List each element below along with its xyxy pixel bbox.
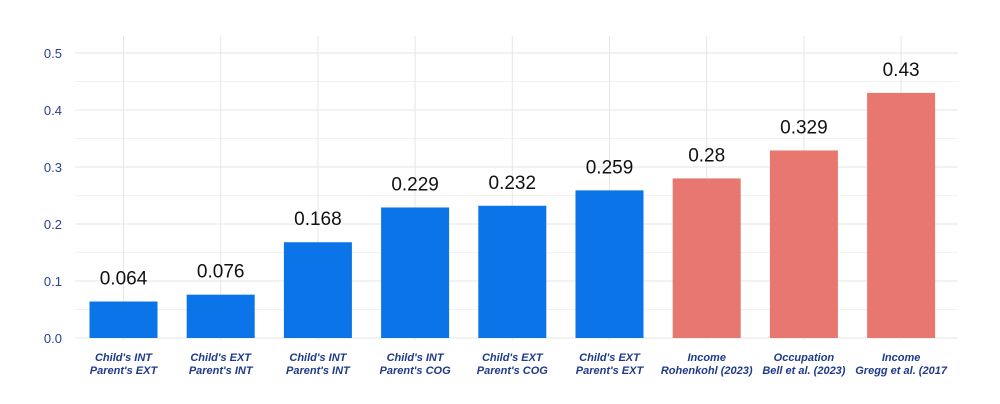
data-label: 0.229: [391, 174, 439, 195]
data-label: 0.232: [489, 173, 537, 194]
data-label: 0.168: [294, 209, 342, 230]
y-tick-label: 0.0: [44, 331, 62, 346]
bar: [769, 150, 838, 338]
data-label: 0.43: [883, 60, 920, 81]
bar: [381, 207, 450, 338]
data-label: 0.076: [197, 262, 245, 283]
data-label: 0.259: [586, 157, 634, 178]
data-label: 0.064: [100, 269, 148, 290]
bar: [672, 178, 741, 338]
x-tick-label: Occupation Bell et al. (2023): [762, 352, 845, 377]
bar: [89, 301, 158, 338]
y-tick-label: 0.2: [44, 217, 62, 232]
x-tick-label: Income Rohenkohl (2023): [661, 352, 753, 377]
y-tick-label: 0.4: [44, 103, 62, 118]
x-tick-label: Child's INT Parent's COG: [380, 352, 452, 377]
bar: [867, 92, 936, 339]
x-tick-label: Child's EXT Parent's EXT: [576, 352, 645, 377]
y-tick-label: 0.3: [44, 160, 62, 175]
data-labels: 0.064 0.076 0.168 0.229 0.232 0.259 0.28 0.329 0…: [100, 60, 920, 290]
y-tick-label: 0.5: [44, 46, 62, 61]
bar: [186, 294, 255, 338]
data-label: 0.329: [780, 117, 828, 138]
x-tick-label: Child's INT Parent's EXT: [90, 352, 159, 377]
x-tick-label: Income Gregg et al. (2017: [855, 352, 948, 377]
bar: [283, 242, 352, 338]
bars: [89, 92, 936, 339]
x-tick-label: Child's EXT Parent's COG: [477, 352, 549, 377]
data-label: 0.28: [688, 145, 725, 166]
x-axis-labels: Child's INT Parent's EXT Child's EXT Parent…: [90, 352, 948, 377]
bar: [575, 190, 644, 338]
x-tick-label: Child's INT Parent's INT: [286, 352, 351, 377]
y-axis-ticks: 0.0 0.1 0.2 0.3 0.4 0.5: [44, 46, 62, 346]
y-tick-label: 0.1: [44, 274, 62, 289]
bar: [478, 205, 547, 338]
x-tick-label: Child's EXT Parent's INT: [189, 352, 254, 377]
